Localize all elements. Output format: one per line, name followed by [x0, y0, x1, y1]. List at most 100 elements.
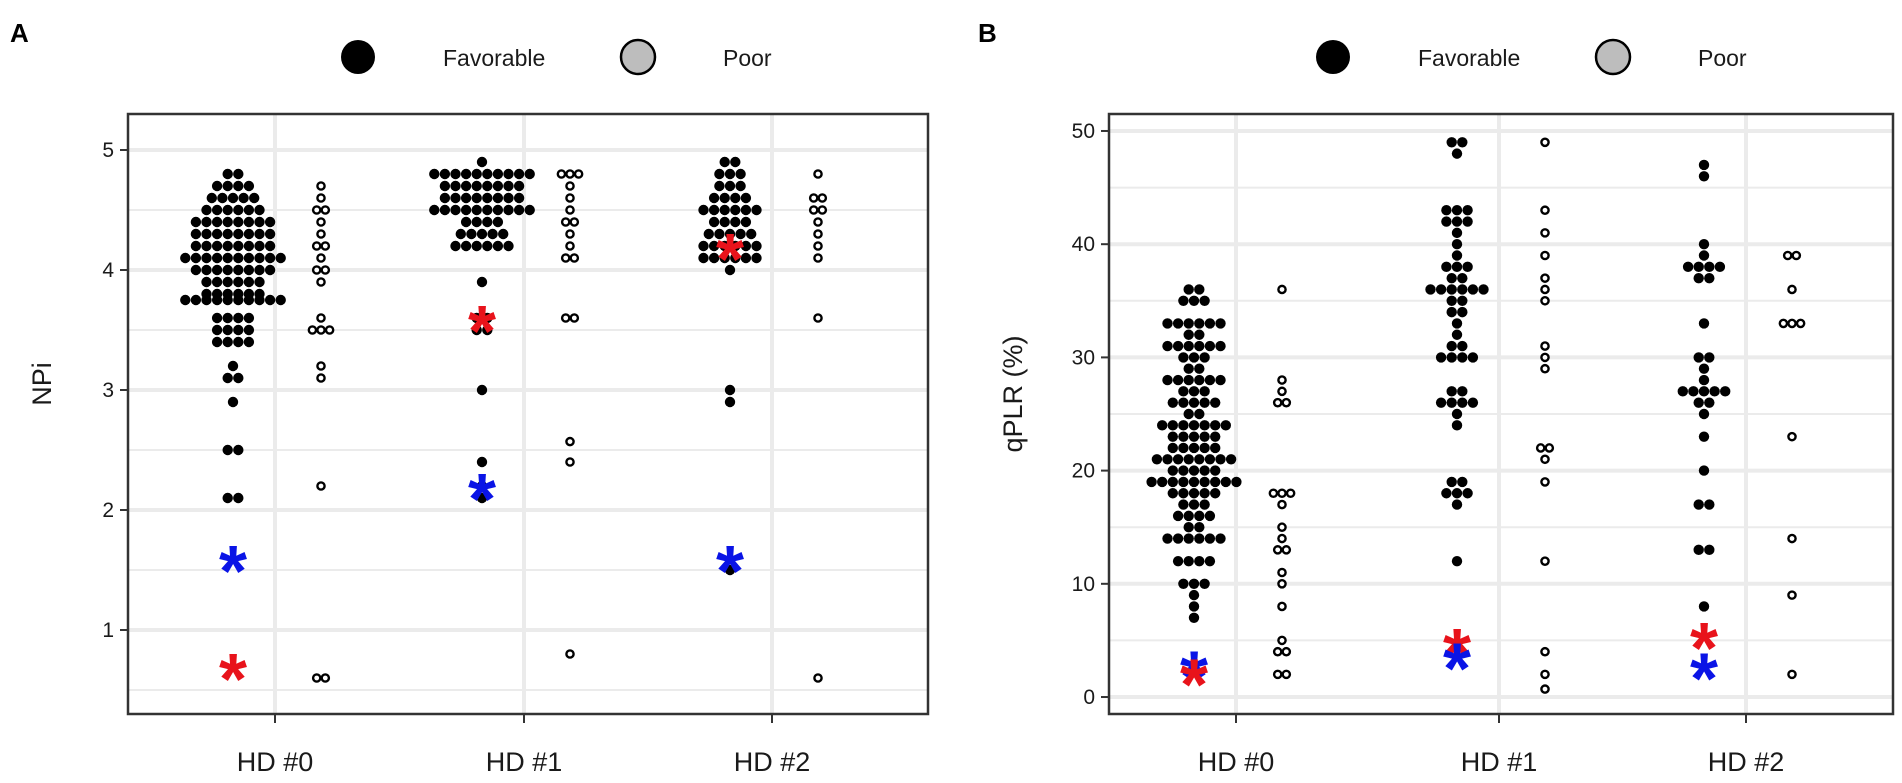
favorable-point — [1693, 397, 1704, 408]
favorable-point — [1698, 374, 1710, 386]
favorable-point — [243, 336, 255, 348]
poor-point — [556, 169, 567, 179]
poor-point — [1791, 250, 1802, 261]
favorable-point — [243, 240, 255, 252]
poor-point — [1277, 567, 1287, 578]
y-tick-label: 20 — [1072, 460, 1095, 483]
favorable-point — [1183, 408, 1194, 420]
favorable-point — [724, 228, 736, 240]
favorable-point — [211, 324, 223, 336]
poor-point — [1540, 295, 1550, 306]
favorable-point — [450, 180, 461, 192]
favorable-point — [439, 204, 451, 216]
panel-a-plot: 1 2 3 4 5 HD #0 HD #1 HD #2 * * * * * * — [102, 112, 930, 777]
favorable-point — [460, 216, 472, 228]
poor-point — [1787, 431, 1797, 442]
favorable-point — [1199, 352, 1210, 363]
favorable-point — [1478, 284, 1489, 295]
favorable-point — [476, 480, 488, 492]
favorable-point — [1178, 578, 1189, 590]
favorable-point — [513, 180, 525, 192]
favorable-point — [1204, 533, 1216, 544]
poor-point — [1540, 556, 1550, 566]
poor-point — [1540, 250, 1550, 261]
favorable-point — [254, 264, 265, 276]
favorable-point — [1172, 510, 1184, 522]
favorable-point — [1451, 205, 1463, 216]
favorable-point — [254, 228, 265, 240]
panel-a-ylabel: NPi — [27, 362, 57, 406]
poor-point — [324, 325, 335, 335]
favorable-point — [1682, 261, 1694, 273]
favorable-point — [1231, 476, 1242, 488]
favorable-point — [1446, 137, 1457, 148]
favorable-point — [1172, 555, 1184, 567]
favorable-point — [471, 192, 482, 204]
favorable-point — [1178, 431, 1189, 442]
y-tick-label: 1 — [102, 619, 114, 642]
favorable-point — [190, 294, 202, 306]
favorable-point — [1210, 397, 1221, 408]
favorable-point — [1457, 137, 1468, 148]
poor-point — [1535, 443, 1546, 453]
favorable-point — [1441, 205, 1452, 216]
favorable-point — [1167, 476, 1179, 488]
poor-point — [316, 313, 326, 323]
poor-point — [316, 253, 326, 263]
favorable-point — [1183, 510, 1194, 522]
favorable-point — [190, 216, 202, 228]
favorable-point — [243, 228, 255, 240]
poor-point — [1272, 397, 1283, 408]
favorable-point — [243, 216, 255, 228]
favorable-point — [708, 252, 720, 264]
favorable-point — [1451, 329, 1463, 340]
favorable-point — [503, 180, 514, 192]
x-category-label: HD #0 — [237, 747, 314, 777]
legend-poor-label: Poor — [1698, 45, 1747, 71]
favorable-point — [740, 204, 752, 216]
favorable-point — [222, 492, 233, 504]
favorable-point — [1698, 431, 1710, 442]
favorable-point — [211, 216, 223, 228]
favorable-point — [1462, 205, 1473, 216]
panel-b-ylabel: qPLR (%) — [998, 335, 1028, 452]
favorable-point — [1693, 261, 1704, 273]
favorable-point — [222, 372, 233, 384]
favorable-point — [233, 252, 244, 264]
favorable-point — [1146, 476, 1157, 488]
favorable-point — [1441, 488, 1452, 499]
legend-favorable-label: Favorable — [443, 45, 545, 71]
favorable-point — [482, 192, 493, 204]
favorable-point — [1167, 420, 1179, 431]
favorable-point — [730, 156, 741, 168]
favorable-point — [1178, 397, 1189, 408]
favorable-point — [275, 252, 286, 264]
poor-point — [569, 313, 580, 323]
favorable-point — [450, 192, 461, 204]
favorable-point — [201, 252, 212, 264]
favorable-point — [1457, 340, 1468, 352]
favorable-point — [439, 192, 451, 204]
favorable-point — [471, 216, 482, 228]
favorable-point — [222, 264, 233, 276]
favorable-point — [211, 180, 223, 192]
x-category-label: HD #0 — [1198, 747, 1275, 777]
favorable-point — [460, 180, 472, 192]
blue-asterisk-marker: * — [468, 460, 496, 540]
favorable-point — [730, 204, 741, 216]
favorable-point — [1693, 544, 1704, 556]
poor-point — [1540, 646, 1550, 657]
favorable-point — [1188, 420, 1200, 431]
poor-point — [813, 169, 823, 179]
favorable-point — [1451, 148, 1463, 159]
favorable-point — [450, 240, 461, 252]
favorable-point — [211, 336, 223, 348]
favorable-point — [1194, 340, 1205, 352]
poor-point — [1540, 684, 1550, 694]
favorable-point — [513, 204, 525, 216]
poor-point — [320, 265, 331, 275]
favorable-point — [233, 228, 244, 240]
favorable-point — [1210, 488, 1221, 499]
poor-point — [1787, 590, 1797, 600]
